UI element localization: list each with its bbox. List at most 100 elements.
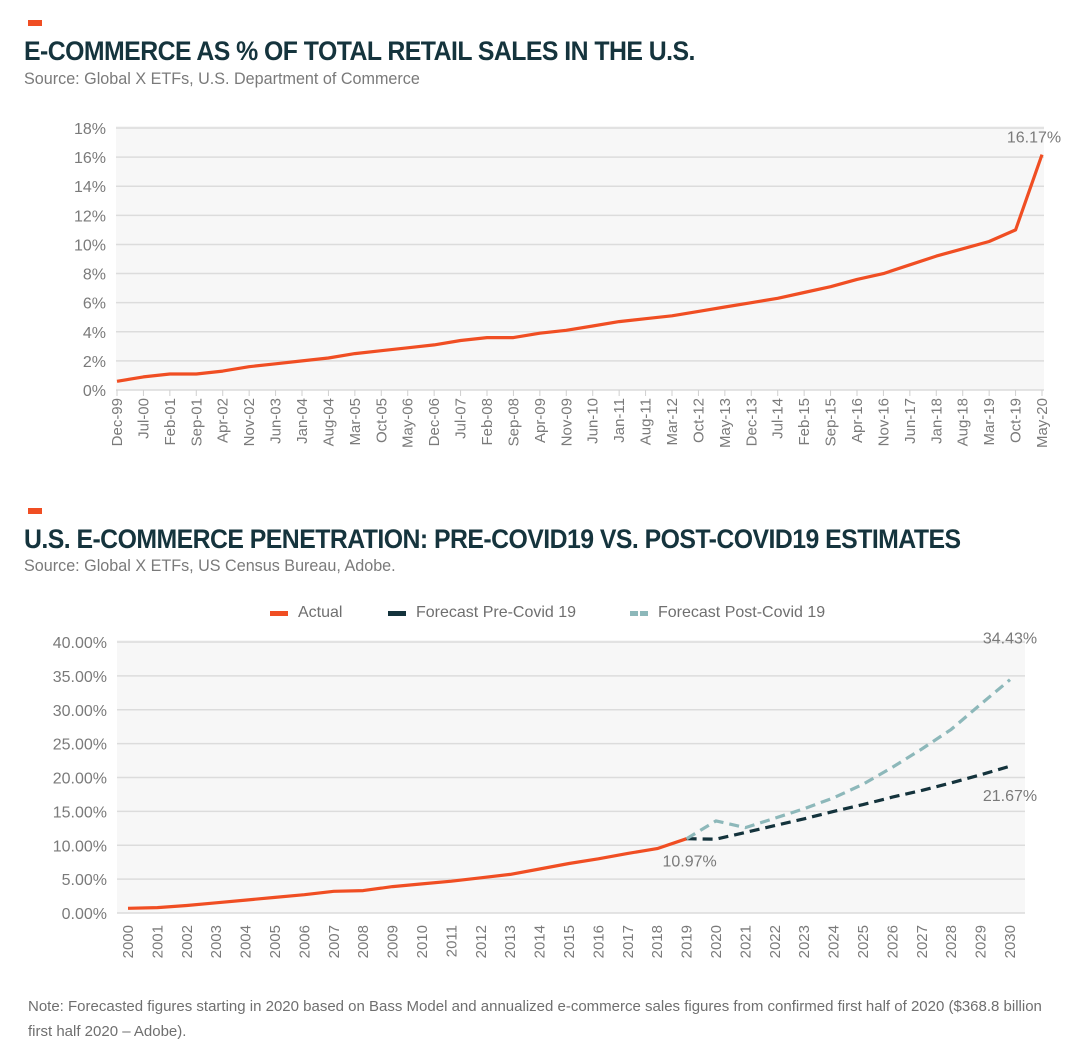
x-tick-label: 2015: [561, 925, 578, 958]
x-tick-label: Jan-11: [611, 398, 628, 443]
y-tick-label: 0%: [83, 383, 106, 400]
y-tick-label: 14%: [74, 179, 106, 196]
x-tick-label: 2030: [1002, 925, 1019, 958]
legend-swatch-actual: [270, 610, 288, 616]
x-tick-label: Feb-15: [796, 398, 813, 446]
chart2-series: [127, 678, 1012, 910]
y-tick-label: 2%: [83, 354, 106, 371]
x-tick-label: 2026: [884, 925, 901, 958]
x-tick-label: Aug-04: [320, 398, 337, 446]
chart1-gridlines: [116, 126, 1044, 391]
x-tick-label: 2029: [973, 925, 990, 958]
x-tick-label: 2028: [943, 925, 960, 958]
x-tick-label: Dec-99: [109, 398, 126, 446]
x-tick-label: Nov-02: [241, 398, 258, 446]
x-tick-label: Apr-09: [532, 398, 549, 443]
y-tick-label: 10%: [74, 237, 106, 254]
x-tick-label: 2022: [767, 925, 784, 958]
chart1-title: E-COMMERCE AS % OF TOTAL RETAIL SALES IN…: [24, 36, 695, 66]
plot-background: [117, 640, 1025, 913]
x-tick-label: 2019: [679, 925, 696, 958]
x-tick-label: Nov-09: [558, 398, 575, 446]
chart2-plot: 0.00% 5.00% 10.00% 15.00% 20.00% 25.00% 30.00%…: [53, 631, 1037, 959]
x-tick-label: Jan-04: [294, 398, 311, 444]
y-tick-label: 8%: [83, 267, 106, 284]
series-line-forecast-pre-covid-19: [686, 764, 1011, 841]
x-tick-label: Jun-03: [268, 398, 285, 444]
x-tick-label: 2023: [796, 925, 813, 958]
y-tick-label: 0.00%: [62, 906, 107, 923]
x-tick-label: 2006: [296, 925, 313, 958]
chart1-annotations: 16.17%: [1007, 130, 1061, 147]
plot-background: [116, 126, 1044, 390]
x-tick-label: Jun-17: [902, 398, 919, 444]
x-tick-label: Apr-02: [215, 398, 232, 443]
y-tick-label: 15.00%: [53, 804, 107, 821]
y-tick-label: 4%: [83, 325, 106, 342]
x-tick-label: Aug-18: [955, 398, 972, 446]
series-line-e-commerce-share: [116, 154, 1044, 383]
x-tick-label: 2009: [385, 925, 402, 958]
chart2-gridlines: [117, 640, 1025, 914]
chart1-x-axis: Dec-99 Jul-00 Feb-01 Sep-01 Apr-02 Nov-02 Jun-…: [109, 390, 1051, 448]
x-tick-label: 2002: [179, 925, 196, 958]
x-tick-label: 2003: [208, 925, 225, 958]
x-tick-label: Dec-13: [743, 398, 760, 446]
y-tick-label: 10.00%: [53, 838, 107, 855]
x-tick-label: Jul-14: [770, 398, 787, 439]
x-tick-label: Mar-12: [664, 398, 681, 446]
y-tick-label: 30.00%: [53, 703, 107, 720]
x-tick-label: 2017: [620, 925, 637, 958]
x-tick-label: Oct-05: [373, 398, 390, 443]
x-tick-label: Dec-06: [426, 398, 443, 446]
chart2-accent-bar: [28, 508, 42, 514]
chart1-source: Source: Global X ETFs, U.S. Department o…: [24, 69, 420, 88]
y-tick-label: 35.00%: [53, 669, 107, 686]
x-tick-label: 2010: [414, 925, 431, 958]
legend-label-forecast-post: Forecast Post-Covid 19: [658, 604, 826, 621]
x-tick-label: 2021: [737, 925, 754, 958]
footnote: Note: Forecasted figures starting in 202…: [28, 998, 1042, 1040]
chart2-y-axis: 0.00% 5.00% 10.00% 15.00% 20.00% 25.00% 30.00%…: [53, 635, 107, 923]
y-tick-label: 25.00%: [53, 737, 107, 754]
data-label: 21.67%: [983, 788, 1037, 805]
y-tick-label: 12%: [74, 208, 106, 225]
x-tick-label: May-13: [717, 398, 734, 448]
x-tick-label: Oct-19: [1008, 398, 1025, 443]
legend-item-actual: Actual: [270, 604, 342, 622]
x-tick-label: 2024: [826, 925, 843, 958]
x-tick-label: 2001: [149, 925, 166, 958]
chart2-legend: Actual Forecast Pre-Covid 19 Forecast Po…: [0, 604, 1080, 628]
x-tick-label: Mar-05: [347, 398, 364, 446]
x-tick-label: Apr-16: [849, 398, 866, 443]
x-tick-label: 2027: [914, 925, 931, 958]
legend-label-actual: Actual: [298, 604, 343, 621]
x-tick-label: 2011: [443, 925, 460, 957]
data-label: 16.17%: [1007, 130, 1061, 147]
y-tick-label: 5.00%: [62, 872, 107, 889]
x-tick-label: 2005: [267, 925, 284, 958]
chart1-plot: 0% 2% 4% 6% 8% 10% 12% 14% 16% 18% Dec-99 Jul-00 Fe…: [74, 121, 1061, 448]
x-tick-label: Aug-11: [638, 398, 655, 445]
x-tick-label: Feb-08: [479, 398, 496, 446]
x-tick-label: May-20: [1034, 398, 1051, 448]
series-line-actual: [127, 837, 688, 910]
legend-swatch-forecast-pre: [388, 610, 406, 616]
x-tick-label: Sep-15: [823, 398, 840, 446]
y-tick-label: 6%: [83, 296, 106, 313]
x-tick-label: Mar-19: [981, 398, 998, 446]
chart1-accent-bar: [28, 20, 42, 26]
x-tick-label: Sep-01: [188, 398, 205, 446]
x-tick-label: 2020: [708, 925, 725, 958]
y-tick-label: 16%: [74, 150, 106, 167]
x-tick-label: Jul-07: [453, 398, 470, 439]
x-tick-label: Sep-08: [505, 398, 522, 446]
x-tick-label: 2014: [532, 925, 549, 958]
data-label: 34.43%: [983, 631, 1037, 648]
x-tick-label: 2012: [473, 925, 490, 958]
chart1-y-axis: 0% 2% 4% 6% 8% 10% 12% 14% 16% 18%: [74, 121, 106, 400]
legend-label-forecast-pre: Forecast Pre-Covid 19: [416, 604, 577, 621]
x-tick-label: 2008: [355, 925, 372, 958]
y-tick-label: 18%: [74, 121, 106, 138]
chart2-x-axis: 2000 2001 2002 2003 2004 2005 2006 2007 2008 2009…: [120, 925, 1019, 958]
